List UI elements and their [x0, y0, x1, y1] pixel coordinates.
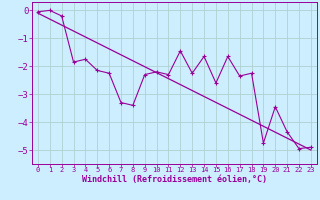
- X-axis label: Windchill (Refroidissement éolien,°C): Windchill (Refroidissement éolien,°C): [82, 175, 267, 184]
